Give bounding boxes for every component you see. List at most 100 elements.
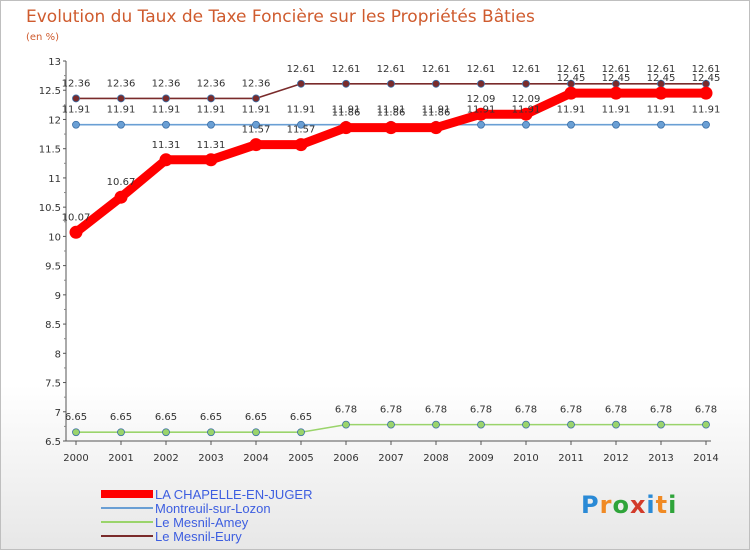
- y-tick-label: 11: [48, 174, 61, 185]
- data-point: [654, 86, 668, 100]
- data-label: 6.78: [515, 405, 537, 416]
- data-label: 6.78: [650, 405, 672, 416]
- data-point: [477, 420, 485, 429]
- data-label: 11.91: [692, 105, 721, 116]
- proxiti-logo: Proxiti: [581, 491, 678, 519]
- data-label: 12.36: [152, 78, 181, 89]
- x-tick-label: 2012: [603, 453, 628, 464]
- data-point: [342, 420, 350, 429]
- y-tick-label: 9: [55, 291, 61, 302]
- chart-unit: (en %): [26, 32, 59, 43]
- data-point: [567, 420, 575, 429]
- data-label: 12.45: [557, 73, 586, 84]
- data-label: 12.45: [647, 73, 676, 84]
- data-point: [657, 420, 665, 429]
- y-tick-label: 7: [55, 408, 61, 419]
- data-label: 6.78: [560, 405, 582, 416]
- data-point: [117, 428, 125, 437]
- x-tick-label: 2005: [288, 453, 313, 464]
- y-tick-label: 10.5: [39, 203, 61, 214]
- data-point: [432, 79, 440, 88]
- data-label: 11.91: [152, 105, 181, 116]
- data-point: [339, 121, 353, 135]
- data-label: 12.61: [557, 64, 586, 75]
- data-label: 6.78: [470, 405, 492, 416]
- data-label: 11.57: [242, 125, 271, 136]
- data-point: [699, 86, 713, 100]
- data-label: 12.45: [602, 73, 631, 84]
- data-label: 11.91: [62, 105, 91, 116]
- data-label: 12.09: [512, 94, 541, 105]
- legend-swatch: [101, 507, 153, 509]
- line-chart: 6.5 7 7.5 8 8.5 9 9.5 10 10.5 11 11.5 12 12.5 13 2000 2…: [39, 57, 721, 464]
- x-tick-label: 2000: [63, 453, 88, 464]
- y-tick-label: 11.5: [39, 145, 61, 156]
- data-point: [252, 94, 260, 103]
- data-label: 11.86: [377, 108, 406, 119]
- data-point: [702, 120, 710, 129]
- legend-swatch: [101, 535, 153, 537]
- data-point: [477, 79, 485, 88]
- y-tick-label: 6.5: [45, 437, 61, 448]
- data-point: [162, 428, 170, 437]
- y-tick-label: 9.5: [45, 262, 61, 273]
- data-label: 12.61: [287, 64, 316, 75]
- data-point: [387, 420, 395, 429]
- data-point: [249, 138, 263, 152]
- data-point: [612, 120, 620, 129]
- y-tick-label: 8.5: [45, 320, 61, 331]
- data-point: [162, 120, 170, 129]
- data-label: 11.91: [377, 105, 406, 116]
- data-label: 11.91: [242, 105, 271, 116]
- data-point: [204, 153, 218, 167]
- data-label: 11.31: [197, 140, 226, 151]
- data-point: [162, 94, 170, 103]
- data-point: [522, 420, 530, 429]
- x-tick-label: 2009: [468, 453, 493, 464]
- data-label: 6.78: [380, 405, 402, 416]
- data-label: 11.86: [422, 108, 451, 119]
- legend-label: Le Mesnil-Amey: [155, 514, 249, 530]
- legend-item: Montreuil-sur-Lozon: [101, 500, 313, 516]
- legend-item: Le Mesnil-Amey: [101, 514, 313, 530]
- legend-label: Montreuil-sur-Lozon: [155, 500, 271, 516]
- data-label: 6.78: [335, 405, 357, 416]
- data-point: [69, 225, 83, 239]
- legend-swatch: [101, 490, 153, 498]
- data-point: [117, 120, 125, 129]
- data-label: 11.91: [422, 105, 451, 116]
- data-point: [564, 86, 578, 100]
- data-point: [117, 94, 125, 103]
- data-point: [519, 107, 533, 121]
- data-label: 11.57: [287, 125, 316, 136]
- data-point: [477, 120, 485, 129]
- data-point: [252, 120, 260, 129]
- data-label: 6.65: [155, 412, 177, 423]
- data-label: 11.91: [647, 105, 676, 116]
- data-label: 12.61: [377, 64, 406, 75]
- data-point: [522, 79, 530, 88]
- data-label: 12.61: [692, 64, 721, 75]
- data-label: 12.61: [512, 64, 541, 75]
- data-label: 12.61: [467, 64, 496, 75]
- data-label: 11.91: [467, 105, 496, 116]
- data-label: 12.45: [692, 73, 721, 84]
- legend-label: LA CHAPELLE-EN-JUGER: [155, 486, 313, 502]
- data-label: 6.78: [695, 405, 717, 416]
- x-tick-label: 2004: [243, 453, 268, 464]
- data-point: [702, 420, 710, 429]
- x-tick-label: 2007: [378, 453, 403, 464]
- data-point: [657, 120, 665, 129]
- data-label: 6.65: [245, 412, 267, 423]
- data-point: [207, 120, 215, 129]
- data-point: [474, 107, 488, 121]
- data-point: [114, 190, 128, 204]
- y-tick-label: 12: [48, 115, 61, 126]
- x-tick-label: 2014: [693, 453, 718, 464]
- data-label: 12.36: [62, 78, 91, 89]
- x-tick-label: 2010: [513, 453, 538, 464]
- data-label: 12.61: [647, 64, 676, 75]
- data-label: 11.91: [287, 105, 316, 116]
- data-label: 6.65: [200, 412, 222, 423]
